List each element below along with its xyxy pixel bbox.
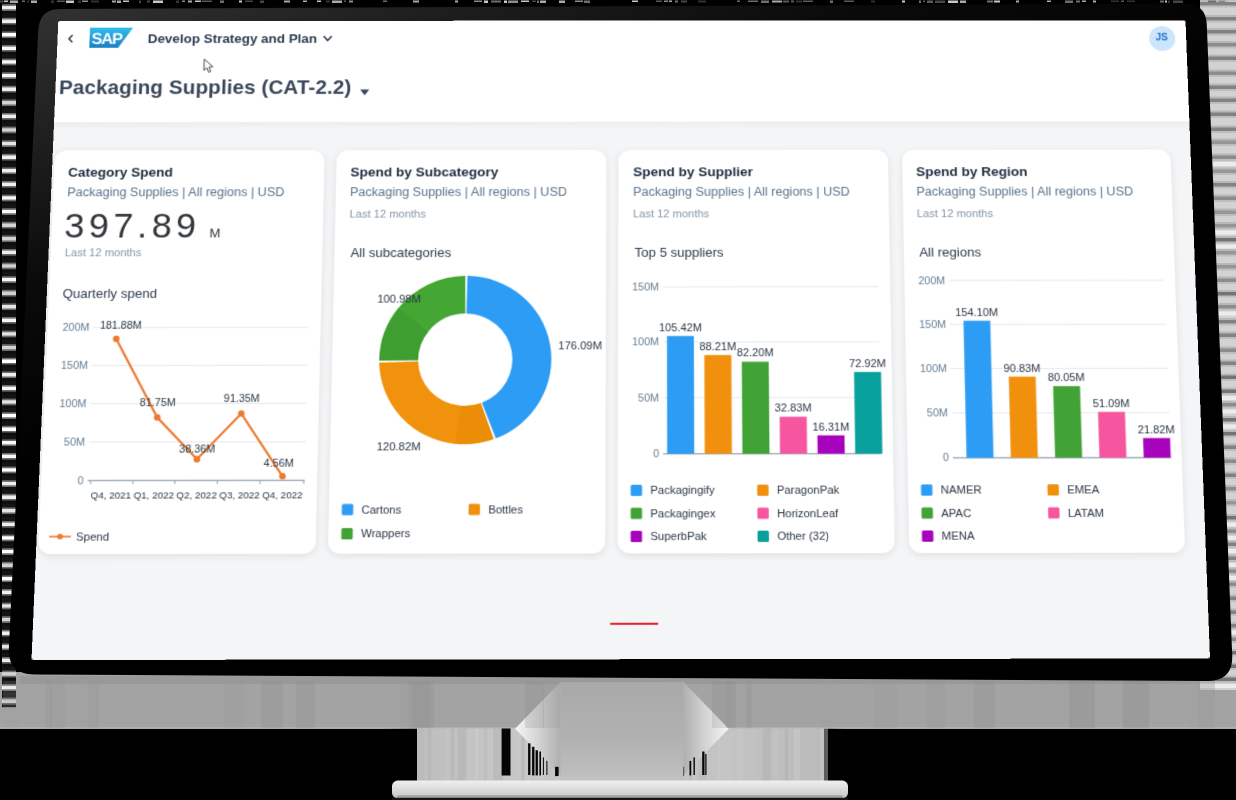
svg-text:100M: 100M [633, 337, 660, 348]
svg-text:EMEA: EMEA [1066, 484, 1099, 497]
svg-text:Q4, 2021: Q4, 2021 [91, 490, 132, 500]
svg-text:72.92M: 72.92M [849, 357, 886, 369]
svg-text:Q2, 2022: Q2, 2022 [176, 490, 217, 500]
svg-text:50M: 50M [638, 393, 659, 404]
svg-text:200M: 200M [62, 322, 89, 333]
svg-text:Spend: Spend [76, 530, 109, 543]
svg-text:81.75M: 81.75M [140, 398, 176, 409]
svg-text:Q3, 2022: Q3, 2022 [219, 490, 260, 500]
svg-text:Packagingify: Packagingify [651, 484, 716, 497]
svg-text:82.20M: 82.20M [737, 347, 774, 359]
svg-text:38.36M: 38.36M [179, 444, 215, 455]
svg-text:HorizonLeaf: HorizonLeaf [777, 507, 838, 520]
svg-text:100M: 100M [59, 398, 86, 409]
svg-text:150M: 150M [919, 319, 946, 330]
svg-text:176.09M: 176.09M [558, 340, 602, 352]
svg-text:105.42M: 105.42M [659, 321, 702, 333]
svg-text:32.83M: 32.83M [775, 402, 812, 414]
svg-text:100.98M: 100.98M [377, 293, 421, 305]
svg-text:150M: 150M [633, 282, 660, 293]
svg-text:51.09M: 51.09M [1092, 397, 1129, 409]
svg-text:Other (32): Other (32) [778, 530, 830, 543]
svg-text:Q4, 2022: Q4, 2022 [262, 490, 303, 500]
svg-text:0: 0 [942, 453, 949, 464]
svg-text:88.21M: 88.21M [700, 340, 737, 352]
svg-text:Cartons: Cartons [361, 504, 401, 517]
svg-text:4.56M: 4.56M [263, 458, 293, 469]
svg-text:90.83M: 90.83M [1003, 362, 1040, 374]
svg-text:150M: 150M [61, 360, 88, 371]
svg-text:Packagingex: Packagingex [651, 507, 717, 520]
svg-text:120.82M: 120.82M [377, 441, 421, 453]
svg-text:80.05M: 80.05M [1047, 371, 1084, 383]
svg-text:Q1, 2022: Q1, 2022 [133, 490, 174, 500]
svg-text:50M: 50M [926, 408, 947, 419]
svg-text:200M: 200M [918, 275, 945, 286]
svg-text:50M: 50M [64, 437, 86, 448]
svg-text:Bottles: Bottles [488, 503, 523, 516]
svg-text:Wrappers: Wrappers [361, 528, 410, 541]
svg-text:154.10M: 154.10M [955, 306, 998, 318]
svg-text:SuperbPak: SuperbPak [651, 531, 708, 544]
svg-text:21.82M: 21.82M [1137, 423, 1174, 435]
svg-text:100M: 100M [919, 363, 946, 374]
svg-text:MENA: MENA [941, 530, 975, 543]
svg-text:SAP: SAP [91, 30, 123, 48]
svg-text:181.88M: 181.88M [100, 320, 142, 331]
svg-text:0: 0 [77, 475, 84, 486]
svg-text:16.31M: 16.31M [813, 420, 850, 432]
svg-text:0: 0 [653, 449, 659, 460]
svg-text:NAMER: NAMER [940, 484, 981, 497]
svg-text:ParagonPak: ParagonPak [777, 484, 840, 497]
svg-text:91.35M: 91.35M [224, 394, 260, 405]
svg-text:LATAM: LATAM [1067, 507, 1104, 520]
svg-text:APAC: APAC [941, 507, 972, 520]
